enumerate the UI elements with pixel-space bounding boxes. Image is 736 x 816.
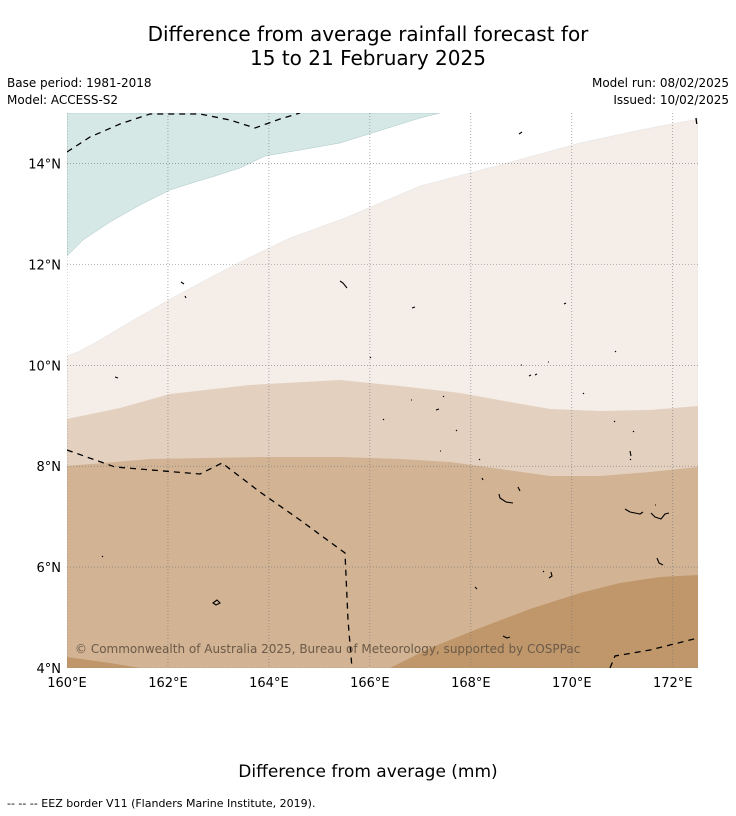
island (563, 302, 567, 305)
region-wetter-1-5 (67, 113, 441, 257)
copyright-notice: © Commonwealth of Australia 2025, Bureau… (75, 642, 580, 656)
map-plot-area (67, 113, 698, 668)
islands (101, 131, 670, 639)
island (474, 586, 478, 590)
eez-footnote: -- -- -- EEZ border V11 (Flanders Marine… (7, 797, 316, 810)
island (411, 395, 445, 411)
longitude-tick-label: 166°E (350, 676, 390, 691)
latitude-tick-label: 12°N (28, 258, 61, 273)
eez-border-south (67, 449, 353, 668)
colorbar-label: Difference from average (mm) (238, 762, 498, 782)
island (624, 508, 644, 515)
island (498, 493, 514, 504)
region-drier-25-75 (390, 575, 698, 668)
island (339, 280, 348, 289)
island (101, 555, 664, 566)
latitude-tick-label: 8°N (37, 460, 62, 475)
island (382, 418, 635, 433)
title-line-1: Difference from average rainfall forecas… (147, 22, 589, 46)
eez-borders (67, 113, 698, 668)
base-period-label: Base period: 1981-2018 (7, 76, 152, 90)
region-drier-25-75-west (67, 657, 140, 668)
island (542, 570, 553, 579)
island (528, 373, 585, 395)
latitude-tick-label: 4°N (37, 662, 62, 677)
island (440, 450, 632, 461)
meta-left: Base period: 1981-2018 Model: ACCESS-S2 (7, 75, 152, 109)
island (650, 504, 670, 520)
latitude-tick-label: 6°N (37, 561, 62, 576)
latitude-tick-label: 14°N (28, 157, 61, 172)
longitude-tick-label: 160°E (47, 676, 87, 691)
island (518, 131, 523, 135)
latitude-tick-label: 10°N (28, 359, 61, 374)
eez-border-north (67, 113, 301, 153)
meta-right: Model run: 08/02/2025 Issued: 10/02/2025 (592, 75, 729, 109)
model-label: Model: ACCESS-S2 (7, 93, 119, 107)
longitude-tick-label: 172°E (653, 676, 693, 691)
island (502, 635, 511, 639)
longitude-tick-label: 164°E (249, 676, 289, 691)
longitude-tick-label: 168°E (451, 676, 491, 691)
island (369, 356, 372, 359)
longitude-tick-label: 162°E (148, 676, 188, 691)
island (521, 350, 617, 366)
longitude-tick-labels: 160°E 162°E 164°E 166°E 168°E 170°E 172°E (47, 676, 692, 691)
island (114, 376, 119, 379)
island (411, 306, 416, 309)
chart-title: Difference from average rainfall forecas… (0, 22, 736, 70)
title-line-2: 15 to 21 February 2025 (250, 46, 486, 70)
rainfall-map: 160°E 162°E 164°E 166°E 168°E 170°E 172°E 4°N 6… (28, 113, 698, 691)
island (180, 281, 187, 299)
graticule (67, 113, 698, 668)
issued-label: Issued: 10/02/2025 (613, 93, 729, 107)
longitude-tick-label: 170°E (552, 676, 592, 691)
latitude-tick-labels: 4°N 6°N 8°N 10°N 12°N 14°N (28, 157, 61, 677)
island (212, 599, 221, 606)
island (481, 477, 521, 492)
model-run-label: Model run: 08/02/2025 (591, 76, 729, 90)
eez-border-ne-tick (695, 117, 698, 127)
